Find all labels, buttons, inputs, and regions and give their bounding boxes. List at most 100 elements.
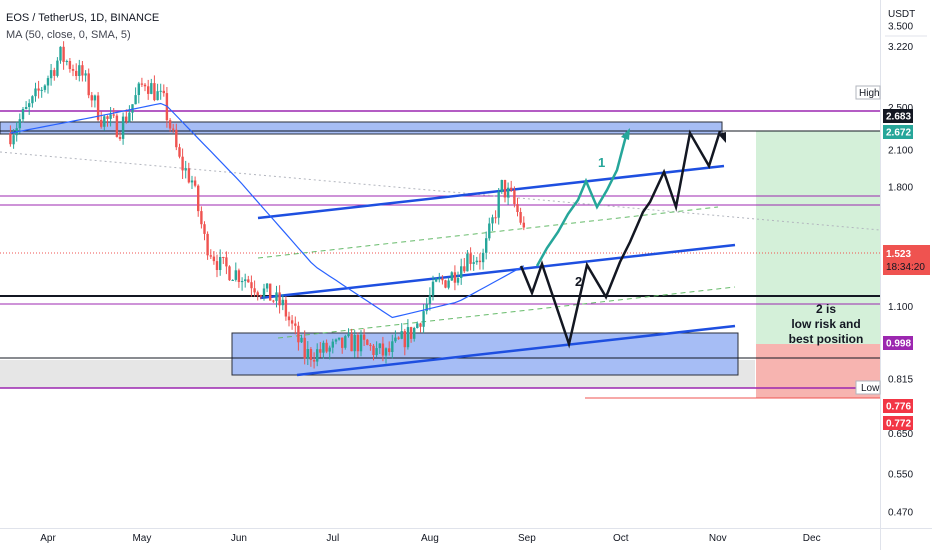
candle-body — [319, 349, 322, 353]
candle-body — [278, 292, 281, 306]
candle-body — [406, 327, 410, 348]
price-tick-label: 0.650 — [888, 429, 913, 440]
candle-body — [34, 88, 37, 97]
candle-body — [100, 119, 103, 127]
candle-body — [388, 348, 391, 352]
candle-body — [516, 204, 519, 212]
candle-body — [237, 270, 241, 282]
candle-body — [28, 103, 31, 107]
candle-body — [203, 224, 206, 234]
candle-body — [143, 84, 147, 87]
scenario-1-path — [535, 131, 629, 267]
candle-body — [416, 323, 419, 328]
candle-body — [37, 88, 40, 91]
candle-body — [81, 65, 84, 76]
candle-body — [466, 253, 469, 272]
candle-body — [290, 320, 294, 324]
candle-body — [369, 344, 372, 346]
candle-body — [228, 266, 231, 281]
price-tick-label: 0.470 — [888, 508, 913, 519]
candle-body — [375, 348, 378, 356]
symbol-title[interactable]: EOS / TetherUS, 1D, BINANCE — [6, 12, 160, 24]
target-zone — [756, 131, 880, 344]
candle-body — [175, 129, 178, 148]
indicator-legend[interactable]: MA (50, close, 0, SMA, 5) — [6, 29, 131, 41]
month-tick-label: Apr — [40, 533, 56, 544]
candle-body — [253, 288, 256, 293]
candle-body — [506, 187, 510, 198]
candle-body — [197, 185, 200, 212]
candle-body — [409, 327, 413, 339]
month-ticks: Apr May Jun Jul Aug Sep Oct Nov Dec — [40, 533, 820, 544]
candle-body — [353, 335, 356, 352]
candle-body — [434, 278, 438, 282]
high-label: High — [859, 88, 880, 99]
candle-body — [337, 337, 341, 340]
resistance-zone — [0, 121, 723, 135]
candle-body — [303, 337, 306, 359]
candle-body — [71, 69, 75, 71]
candle-body — [31, 96, 34, 104]
candle-body — [200, 211, 203, 225]
candle-body — [256, 292, 259, 296]
note-line-3: best position — [789, 332, 864, 346]
candle-body — [156, 91, 159, 101]
tag-2683: 2.683 — [886, 112, 911, 123]
candle-body — [334, 339, 338, 342]
price-tick-label: 2.500 — [888, 103, 913, 114]
candle-body — [21, 109, 25, 120]
candle-body — [503, 180, 507, 198]
candle-body — [381, 343, 385, 356]
candle-body — [460, 266, 463, 278]
candle-body — [244, 279, 247, 281]
month-tick-label: Sep — [518, 533, 536, 544]
candle-body — [93, 95, 97, 101]
tag-last-price-box — [883, 245, 930, 275]
candle-body — [212, 256, 216, 262]
candle-body — [153, 83, 156, 101]
candle-body — [488, 223, 491, 239]
candle-body — [294, 323, 297, 326]
candle-body — [391, 341, 394, 352]
candle-body — [265, 283, 269, 289]
candle-body — [250, 282, 253, 289]
candle-body — [328, 347, 331, 352]
scenario-2-path — [519, 129, 722, 349]
candle-body — [181, 156, 184, 171]
candle-body — [325, 342, 328, 352]
candle-body — [193, 180, 197, 186]
candle-body — [262, 288, 266, 297]
tag-2683-box — [883, 109, 913, 123]
candle-body — [287, 316, 291, 321]
price-tick-label: 3.500 — [888, 22, 913, 33]
candle-body — [269, 283, 272, 301]
month-tick-label: Dec — [803, 533, 821, 544]
tag-0998: 0.998 — [886, 339, 911, 350]
candle-body — [394, 337, 397, 342]
candle-body — [187, 168, 191, 183]
candle-body — [159, 90, 162, 92]
candle-body — [46, 78, 50, 86]
candle-body — [362, 334, 366, 340]
candle-body — [481, 252, 485, 263]
candle-body — [316, 349, 319, 362]
candle-body — [425, 303, 428, 312]
candle-body — [90, 95, 93, 101]
candle-body — [356, 335, 360, 352]
candle-body — [206, 233, 209, 256]
candle-body — [456, 278, 460, 283]
candle-body — [447, 280, 450, 288]
candle-body — [441, 278, 444, 281]
month-tick-label: Jun — [231, 533, 247, 544]
candle-body — [297, 325, 300, 343]
candle-body — [472, 262, 475, 264]
candle-body — [137, 83, 140, 95]
tag-2672-box — [883, 125, 913, 139]
candle-body — [497, 191, 500, 218]
candle-body — [43, 85, 47, 90]
candle-body — [134, 95, 137, 105]
candle-body — [272, 300, 275, 302]
candle-body — [131, 104, 134, 113]
